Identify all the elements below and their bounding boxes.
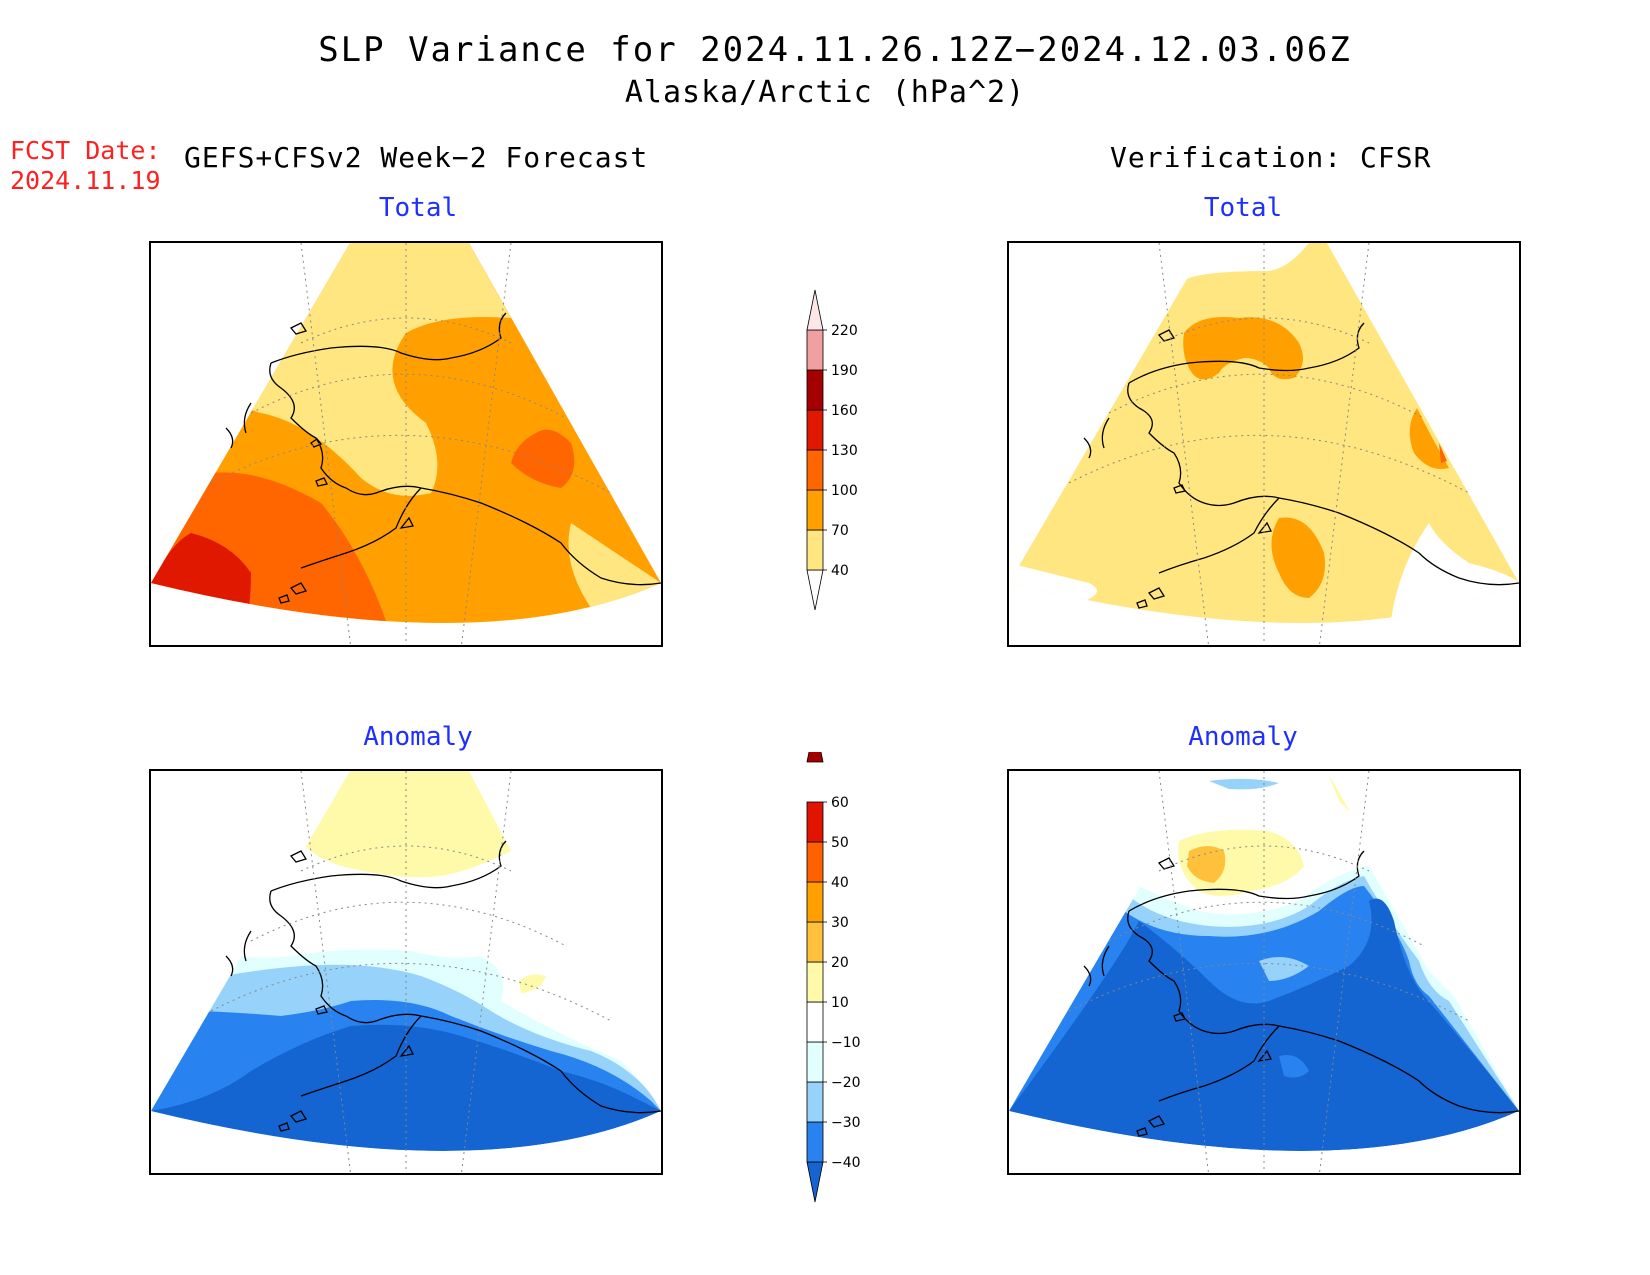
colorbar-box-130 <box>806 409 824 451</box>
colorbar-box-40 <box>806 529 824 571</box>
coastlines <box>1083 322 1519 609</box>
fill-below-40-west <box>1009 563 1097 603</box>
colorbar-label-220: 220 <box>831 323 858 339</box>
fill-40-70-east <box>568 523 661 609</box>
forecast-heading: GEFS+CFSv2 Week−2 Forecast <box>184 141 649 174</box>
colorbar-upper-arrow <box>806 752 824 763</box>
total-colorbar: 40 70 100 130 160 190 220 <box>806 289 858 610</box>
fill-10-20-north <box>301 771 511 878</box>
colorbar-box <box>806 1121 824 1163</box>
verification-total-map <box>1007 241 1521 647</box>
graticule <box>1068 771 1470 1173</box>
colorbar-label-100: 100 <box>831 483 858 499</box>
colorbar-label-130: 130 <box>831 443 858 459</box>
fill-100-130 <box>1439 443 1447 463</box>
colorbar-label-190: 190 <box>831 363 858 379</box>
graticule <box>1068 243 1470 645</box>
coastlines <box>1083 850 1519 1137</box>
forecast-total-title: Total <box>378 193 458 223</box>
colorbar-label: 30 <box>831 915 849 931</box>
coastlines <box>225 312 661 604</box>
colorbar-label: 50 <box>831 835 849 851</box>
colorbar-box <box>806 961 824 1003</box>
colorbar-box <box>806 1041 824 1083</box>
colorbar-label: −20 <box>831 1075 861 1091</box>
colorbar-label: −10 <box>831 1035 861 1051</box>
figure-subtitle: Alaska/Arctic (hPa^2) <box>624 75 1026 110</box>
fill-10-20-spot <box>519 974 546 993</box>
coastlines <box>225 840 661 1132</box>
verification-anomaly-map <box>1007 769 1521 1175</box>
colorbar-box <box>806 1001 824 1043</box>
fill-70-100-north <box>1183 317 1303 380</box>
fcst-date-label: FCST Date: <box>10 136 161 165</box>
fill-minus20-north <box>1209 778 1279 790</box>
verification-total-title: Total <box>1203 193 1283 223</box>
fill-20-30 <box>1187 846 1226 883</box>
colorbar-box <box>806 881 824 923</box>
graticule <box>210 771 612 1173</box>
forecast-anomaly-map <box>149 769 663 1175</box>
colorbar-label-70: 70 <box>831 523 849 539</box>
colorbar-label-160: 160 <box>831 403 858 419</box>
colorbar-label: 10 <box>831 995 849 1011</box>
colorbar-label: 40 <box>831 875 849 891</box>
colorbar-upper-arrow <box>806 289 824 331</box>
fill-minus20-spot <box>1259 957 1309 981</box>
fill-70-100-east <box>1409 408 1449 469</box>
anomaly-colorbar: −40 −30 −20 −10 10 20 30 40 50 60 <box>806 752 861 1203</box>
fill-minus30-spot <box>1279 1055 1309 1078</box>
colorbar-box <box>806 1081 824 1123</box>
colorbar-label: 60 <box>831 795 849 811</box>
forecast-total-map <box>149 241 663 647</box>
verification-heading: Verification: CFSR <box>1110 141 1432 174</box>
fill-70-100-south <box>1271 517 1325 598</box>
fill-70-100-edge <box>1129 633 1199 647</box>
colorbar-box-160 <box>806 369 824 411</box>
fill-below-minus40 <box>151 1024 661 1151</box>
verification-anomaly-title: Anomaly <box>1188 722 1298 752</box>
colorbar-label-40: 40 <box>831 563 849 579</box>
fill-100-130-center <box>511 429 575 488</box>
colorbar-label: −40 <box>831 1155 861 1171</box>
colorbar-box-100 <box>806 449 824 491</box>
colorbar-box-190 <box>806 329 824 371</box>
fill-below-40-east <box>1389 523 1519 623</box>
colorbar-lower-arrow <box>806 569 824 610</box>
forecast-anomaly-title: Anomaly <box>363 722 473 752</box>
colorbar-label: −30 <box>831 1115 861 1131</box>
colorbar-box <box>806 841 824 883</box>
figure-title: SLP Variance for 2024.11.26.12Z−2024.12.… <box>318 30 1352 70</box>
colorbar-lower-arrow <box>806 1161 824 1203</box>
fill-below-40-north <box>1154 243 1309 298</box>
fcst-date-value: 2024.11.19 <box>10 166 161 195</box>
colorbar-box-70 <box>806 489 824 531</box>
colorbar-box <box>806 801 824 843</box>
colorbar-box <box>806 921 824 963</box>
graticule <box>210 243 612 645</box>
colorbar-label: 20 <box>831 955 849 971</box>
